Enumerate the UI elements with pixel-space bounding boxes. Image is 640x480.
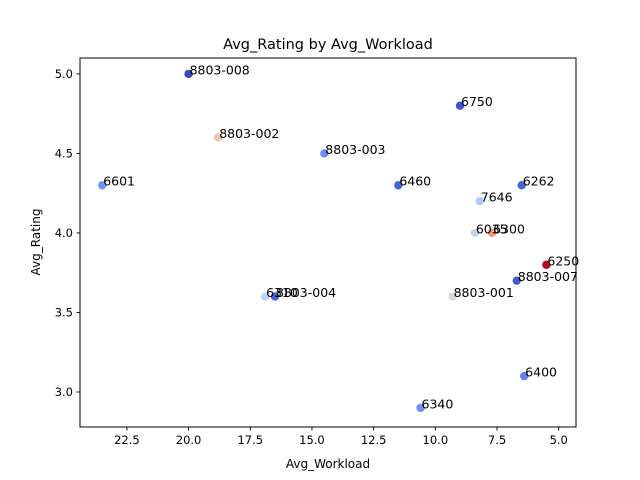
y-tick-label: 5.0 xyxy=(55,67,73,81)
data-point xyxy=(470,228,480,238)
data-point xyxy=(394,181,403,190)
points-layer xyxy=(98,69,551,413)
data-point xyxy=(455,101,465,110)
point-label: 6035 xyxy=(476,221,508,236)
x-tick-label: 5.0 xyxy=(550,433,568,447)
point-label: 8803-008 xyxy=(190,62,250,77)
data-point xyxy=(475,196,484,206)
point-label: 6262 xyxy=(523,174,555,189)
x-axis-label: Avg_Workload xyxy=(286,457,370,471)
y-tick-label: 4.5 xyxy=(55,146,73,160)
y-axis-label: Avg_Rating xyxy=(29,209,43,276)
point-label: 6460 xyxy=(399,174,431,189)
y-axis-ticks: 3.0 3.5 4.0 4.5 5.0 xyxy=(55,67,80,399)
point-label: 7646 xyxy=(481,190,513,205)
data-point xyxy=(320,149,329,158)
data-point xyxy=(517,181,526,190)
point-labels-layer: 8803-008 6750 8803-002 8803-003 6601 6460 6262… xyxy=(103,62,579,411)
data-point xyxy=(512,276,521,285)
point-label: 8803-002 xyxy=(219,126,279,141)
point-label: 6310 xyxy=(266,285,298,300)
chart-title: Avg_Rating by Avg_Workload xyxy=(223,37,433,53)
y-tick-label: 3.5 xyxy=(55,305,73,319)
point-label: 8803-001 xyxy=(454,285,514,300)
point-label: 6300 xyxy=(493,221,525,236)
x-tick-label: 15.0 xyxy=(299,433,325,447)
point-label: 6250 xyxy=(547,253,579,268)
x-tick-label: 20.0 xyxy=(176,433,202,447)
point-label: 6340 xyxy=(422,396,454,411)
data-point xyxy=(448,292,457,301)
x-tick-label: 12.5 xyxy=(361,433,387,447)
x-tick-label: 7.5 xyxy=(488,433,506,447)
data-point xyxy=(98,181,107,190)
point-label: 6601 xyxy=(103,174,135,189)
y-tick-label: 4.0 xyxy=(55,226,73,240)
point-label: 6400 xyxy=(525,365,557,380)
x-tick-label: 10.0 xyxy=(423,433,449,447)
data-point xyxy=(184,69,193,79)
data-point xyxy=(260,292,270,301)
point-label: 6750 xyxy=(461,94,493,109)
data-point xyxy=(519,371,529,381)
data-point xyxy=(542,260,551,269)
plot-frame xyxy=(79,57,577,428)
data-point xyxy=(270,292,280,301)
x-axis-ticks: 22.5 20.0 17.5 15.0 12.5 10.0 7.5 5.0 xyxy=(114,427,568,447)
y-tick-label: 3.0 xyxy=(55,385,73,399)
data-point xyxy=(416,403,425,413)
point-label: 8803-004 xyxy=(276,285,336,300)
x-tick-label: 17.5 xyxy=(237,433,263,447)
point-label: 8803-003 xyxy=(325,142,385,157)
point-label: 8803-007 xyxy=(518,269,578,284)
data-point xyxy=(213,133,223,142)
x-tick-label: 22.5 xyxy=(114,433,140,447)
data-point xyxy=(487,228,497,238)
